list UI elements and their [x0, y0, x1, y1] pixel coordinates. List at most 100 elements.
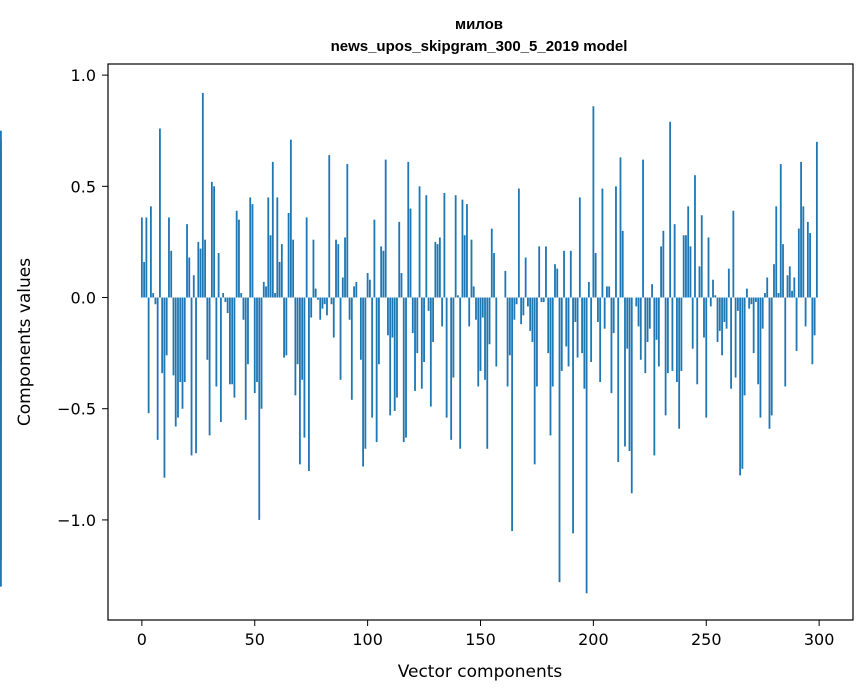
bar-146 — [470, 239, 473, 298]
bar-189 — [567, 297, 570, 367]
bar-185 — [558, 297, 561, 583]
bar-200 — [592, 106, 595, 298]
bar-124 — [420, 297, 423, 389]
bar-294 — [804, 297, 807, 327]
bar-183 — [554, 264, 556, 298]
bar-111 — [391, 297, 394, 338]
bar-126 — [425, 195, 428, 298]
bar-275 — [761, 297, 764, 329]
bar-196 — [583, 297, 586, 389]
bar-22 — [190, 297, 193, 456]
bar-128 — [429, 297, 432, 407]
bar-182 — [551, 297, 554, 387]
bar-114 — [398, 221, 401, 298]
bar-166 — [515, 297, 518, 305]
bar-270 — [750, 297, 753, 305]
bar-48 — [249, 197, 252, 298]
bar-61 — [278, 261, 281, 298]
bars-group — [0, 92, 818, 594]
bar-121 — [414, 297, 416, 391]
bar-9 — [161, 297, 164, 374]
bar-181 — [549, 297, 552, 436]
bar-134 — [443, 192, 446, 298]
bar-155 — [490, 228, 493, 298]
bar-90 — [344, 237, 346, 298]
bar-231 — [662, 230, 665, 298]
bar-263 — [734, 297, 737, 378]
bar-119 — [409, 208, 412, 298]
bar-242 — [687, 206, 690, 298]
bar-26 — [199, 248, 202, 298]
bar-53 — [260, 297, 263, 409]
bar-109 — [387, 297, 389, 336]
y-tick-label: −0.5 — [57, 400, 96, 419]
bar-73 — [305, 217, 308, 298]
bar-250 — [705, 297, 708, 418]
bar-4 — [149, 206, 152, 298]
bar-203 — [599, 297, 602, 383]
bar-91 — [346, 164, 349, 298]
bar-6 — [154, 297, 157, 305]
bar-167 — [517, 188, 520, 298]
bar-232 — [664, 297, 667, 416]
bar-101 — [368, 279, 371, 298]
bar-12 — [168, 217, 170, 298]
x-tick-label: 50 — [245, 630, 265, 649]
bar-139 — [454, 195, 457, 298]
bar-292 — [800, 161, 802, 298]
bar-76 — [312, 239, 315, 298]
bar-194 — [578, 197, 581, 298]
bar-295 — [806, 221, 809, 298]
bar-88 — [339, 297, 342, 380]
bar-288 — [791, 290, 793, 298]
x-tick-label: 0 — [137, 630, 147, 649]
bar-253 — [712, 279, 714, 298]
bar-175 — [536, 297, 538, 387]
bar-204 — [601, 188, 604, 298]
bar-141 — [459, 297, 462, 449]
bar-132 — [438, 237, 441, 298]
bar-150 — [479, 297, 482, 371]
bar-153 — [486, 297, 489, 449]
bar-190 — [569, 250, 572, 298]
bar-171 — [527, 297, 529, 307]
bar-240 — [682, 235, 685, 298]
bar-274 — [759, 297, 762, 418]
bar-60 — [276, 197, 279, 298]
bar-172 — [529, 297, 532, 331]
bar-59 — [274, 293, 276, 298]
bar-86 — [335, 239, 337, 298]
bar-129 — [432, 297, 434, 342]
bar-46 — [244, 297, 247, 420]
bar-23 — [192, 275, 195, 298]
bar-82 — [326, 297, 328, 316]
bar-178 — [542, 297, 545, 302]
bar-264 — [736, 297, 739, 311]
bar-38 — [226, 297, 229, 314]
bar-74 — [308, 297, 310, 471]
bar-162 — [506, 297, 509, 387]
bar-14 — [172, 297, 175, 376]
bar-145 — [468, 297, 471, 327]
bar-247 — [698, 266, 701, 298]
bar-280 — [773, 264, 775, 298]
bar-47 — [247, 297, 249, 365]
bar-174 — [533, 297, 536, 465]
bar-149 — [477, 297, 480, 387]
bar-157 — [495, 297, 498, 367]
bar-83 — [328, 155, 331, 298]
bar-95 — [355, 281, 358, 298]
bar-8 — [159, 128, 161, 298]
bar-116 — [402, 297, 405, 443]
bar-29 — [206, 297, 209, 360]
bar-20 — [186, 224, 188, 298]
bar-205 — [603, 297, 606, 329]
bar-249 — [703, 297, 705, 338]
bar-229 — [657, 297, 660, 367]
bar-52 — [258, 297, 261, 520]
x-tick-label: 300 — [804, 630, 835, 649]
bar-108 — [384, 159, 387, 298]
bar-260 — [727, 268, 730, 298]
bar-179 — [545, 246, 547, 298]
bar-0 — [140, 217, 143, 298]
